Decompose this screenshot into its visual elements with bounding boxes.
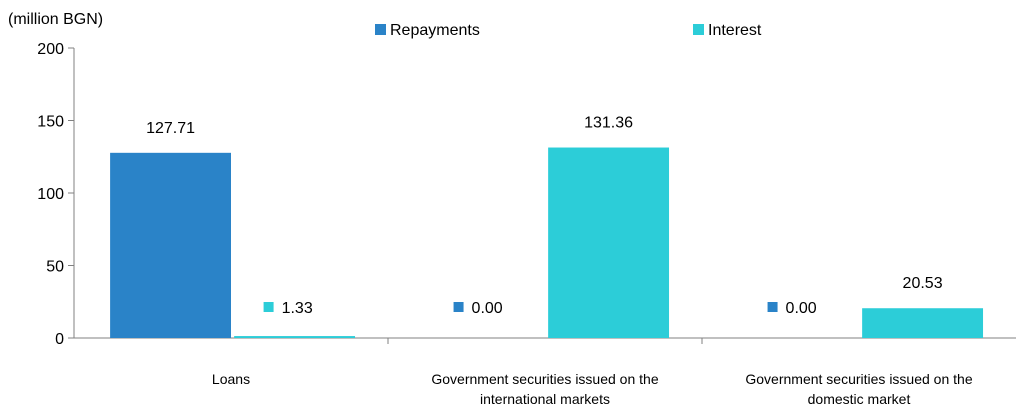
bar-interest — [862, 308, 984, 338]
legend-label-repayments: Repayments — [390, 22, 480, 39]
data-label-interest: 20.53 — [903, 275, 943, 292]
legend: Repayments Interest — [375, 22, 762, 39]
category-label: domestic market — [808, 391, 911, 407]
legend-label-interest: Interest — [708, 22, 762, 39]
y-tick-label: 0 — [55, 331, 64, 348]
data-label-interest: 1.33 — [282, 300, 313, 317]
y-tick-label: 100 — [37, 186, 64, 203]
bar-interest — [548, 147, 670, 338]
category-label: Government securities issued on the — [431, 371, 658, 387]
legend-swatch-interest — [693, 24, 704, 35]
bar-repayments — [110, 152, 231, 338]
legend-swatch-repayments — [375, 24, 386, 35]
y-tick-label: 200 — [37, 41, 64, 58]
category-label: Loans — [212, 371, 250, 387]
data-label-key-interest — [263, 302, 274, 312]
y-tick-label: 50 — [46, 259, 64, 276]
data-label-repayments: 0.00 — [472, 300, 503, 317]
bars — [110, 147, 984, 338]
bar-interest — [234, 336, 356, 338]
data-labels: 127.71 1.33 0.00 131.36 0.00 20.53 — [146, 115, 943, 317]
y-axis-unit-label: (million BGN) — [8, 11, 103, 28]
data-label-key-repayments — [453, 302, 464, 312]
data-label-repayments: 127.71 — [146, 120, 195, 137]
category-labels: Loans Government securities issued on the… — [212, 371, 973, 407]
category-label: Government securities issued on the — [745, 371, 972, 387]
category-label: international markets — [480, 391, 610, 407]
data-label-key-repayments — [767, 302, 778, 312]
data-label-interest: 131.36 — [584, 115, 633, 132]
y-tick-label: 150 — [37, 114, 64, 131]
data-label-repayments: 0.00 — [786, 300, 817, 317]
